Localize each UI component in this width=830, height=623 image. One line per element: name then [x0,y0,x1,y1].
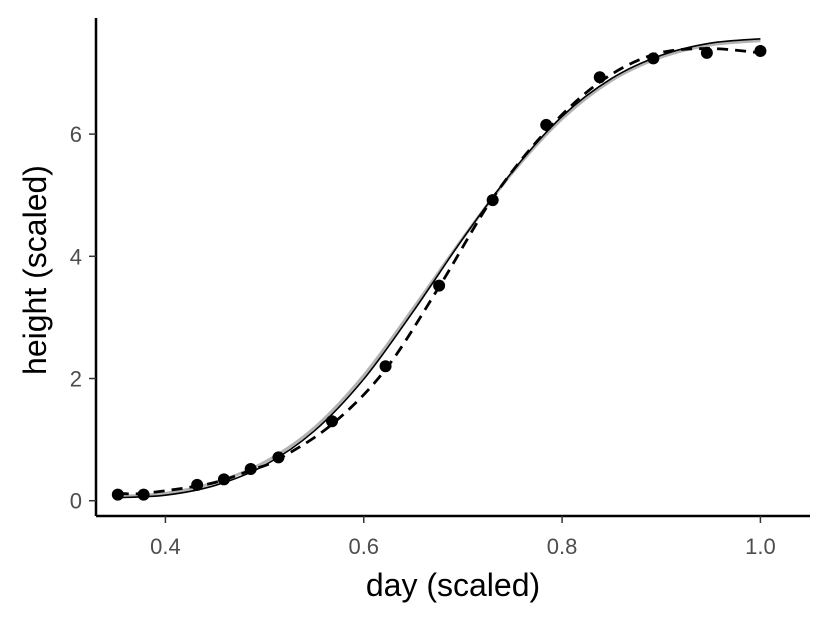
x-axis-title: day (scaled) [366,567,540,603]
series-lines [117,37,761,499]
x-tick-label: 1.0 [745,534,776,559]
black-fit-line [117,37,761,499]
data-point [647,52,660,65]
x-ticks: 0.4 0.6 0.8 1.0 [150,516,776,559]
data-point [272,451,285,464]
data-point [137,488,150,501]
y-tick-label: 6 [70,122,82,147]
x-tick-label: 0.4 [150,534,181,559]
data-point [700,46,713,59]
data-point [326,415,339,428]
y-tick-label: 2 [70,367,82,392]
x-tick-label: 0.8 [547,534,578,559]
y-axis-title: height (scaled) [17,165,53,375]
dashed-fit-line [117,47,761,496]
y-tick-label: 4 [70,244,82,269]
y-tick-label: 0 [70,489,82,514]
grey-fit-line [117,39,761,498]
data-point [217,473,230,486]
data-point [191,478,204,491]
x-tick-label: 0.6 [348,534,379,559]
data-point [379,360,392,373]
data-point [754,44,767,57]
y-ticks: 0 2 4 6 [70,122,96,514]
data-point [111,488,124,501]
data-point [244,462,257,475]
data-point [593,71,606,84]
data-points [111,44,767,501]
data-point [486,194,499,207]
data-point [433,279,446,292]
data-point [540,118,553,131]
axes [94,18,810,518]
